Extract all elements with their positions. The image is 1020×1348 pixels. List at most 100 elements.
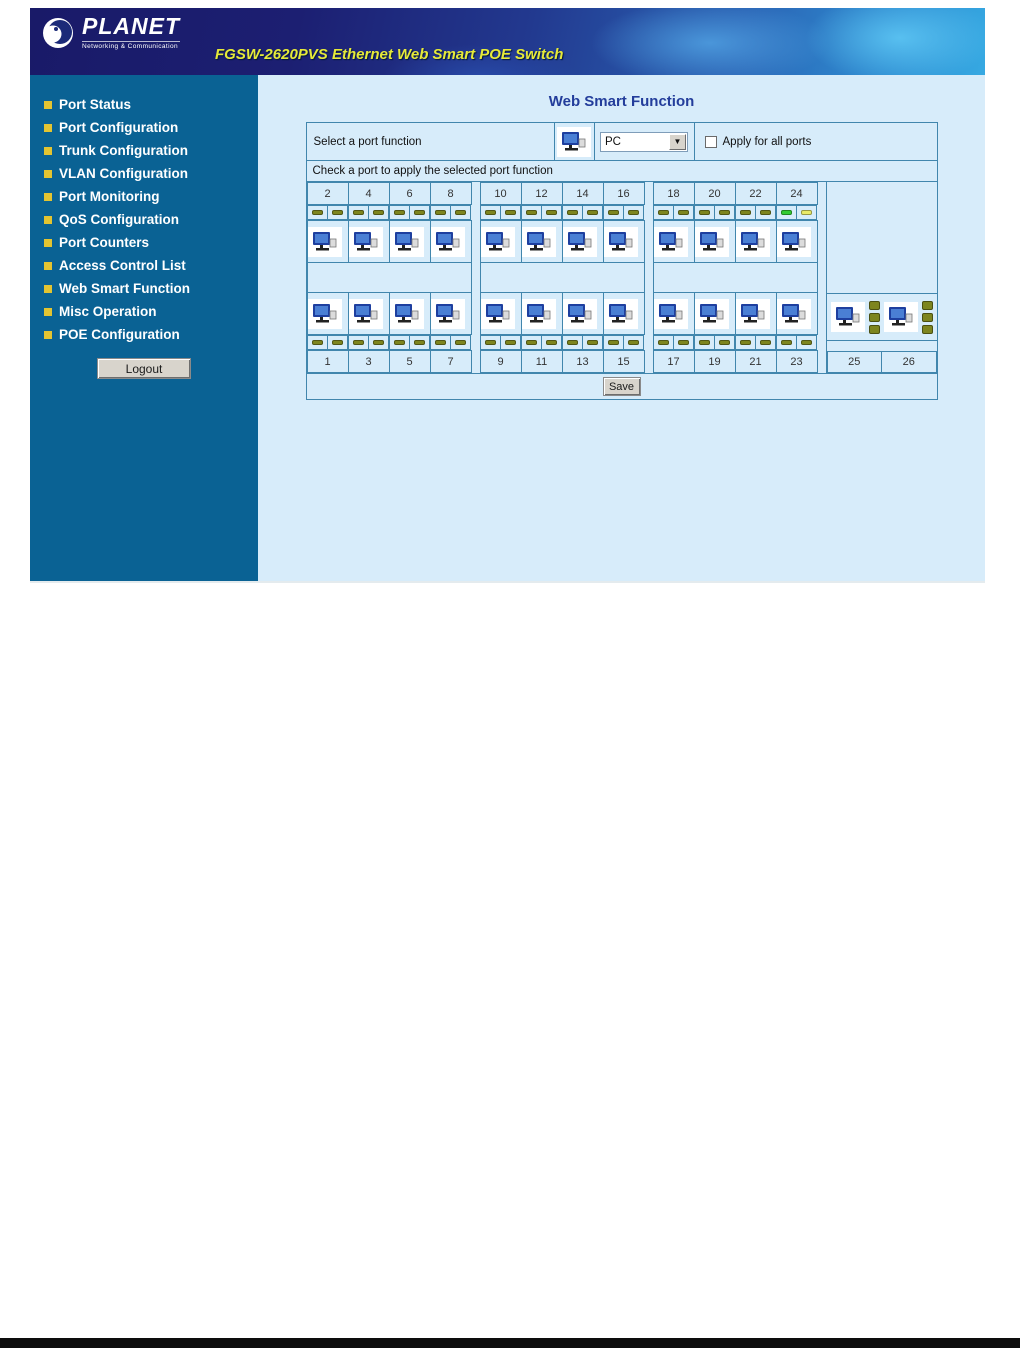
function-select-row: Select a port function PC ▼ Apply for al… [306,123,937,161]
port-22-leds [735,205,776,221]
led-indicator [740,210,751,215]
port-3-led-2-icon [368,335,389,350]
sidebar-item-misc-operation[interactable]: Misc Operation [30,300,258,323]
port-15-pc-icon[interactable] [603,298,638,329]
led-indicator [435,210,446,215]
port-function-select[interactable]: PC ▼ [600,131,688,152]
port-24-led-2-icon [796,205,817,220]
port-18-label: 18 [652,182,695,205]
sidebar-item-vlan-configuration[interactable]: VLAN Configuration [30,162,258,185]
chevron-down-icon[interactable]: ▼ [669,133,686,150]
sidebar-item-poe-configuration[interactable]: POE Configuration [30,323,258,346]
sidebar-item-trunk-configuration[interactable]: Trunk Configuration [30,139,258,162]
port-12-cell [520,220,563,263]
port-26-pc-icon[interactable] [883,302,918,332]
sidebar-item-web-smart-function[interactable]: Web Smart Function [30,277,258,300]
sidebar-item-access-control-list[interactable]: Access Control List [30,254,258,277]
port-10-pc-icon[interactable] [480,226,515,257]
port-24-pc-icon[interactable] [776,226,811,257]
port-7-cell [429,292,472,335]
led-indicator [699,210,710,215]
planet-globe-icon [43,18,73,48]
apply-all-checkbox[interactable] [704,135,717,148]
port-23-pc-icon[interactable] [776,298,811,329]
led-indicator [658,210,669,215]
port-26-led-1-icon [921,300,933,310]
port-7-led-2-icon [450,335,471,350]
port-25-pc-icon[interactable] [830,302,865,332]
port-6-pc-icon[interactable] [389,226,424,257]
port-19-label: 19 [693,350,736,373]
port-9-leds [480,335,521,351]
port-9-pc-icon[interactable] [480,298,515,329]
port-11-pc-icon[interactable] [521,298,556,329]
port-19-pc-icon[interactable] [694,298,729,329]
port-26-unit [883,300,933,334]
port-6-label: 6 [388,182,431,205]
function-select-cell: PC ▼ [595,123,695,160]
logout-button[interactable]: Logout [97,358,191,379]
port-25-led-1-icon [868,300,880,310]
save-button[interactable]: Save [602,377,641,396]
port-17-led-2-icon [673,335,694,350]
led-indicator [658,340,669,345]
port-3-leds [348,335,389,351]
led-indicator [312,340,323,345]
port-21-pc-icon[interactable] [735,298,770,329]
port-17-led-1-icon [653,335,674,350]
port-22-pc-icon[interactable] [735,226,770,257]
port-8-leds [430,205,471,221]
port-grid: 2 4 6 8 1 3 5 7 10 12 14 16 9 11 13 15 18 20 22 24 17 19 21 23 2… [306,182,937,373]
sidebar-item-port-configuration[interactable]: Port Configuration [30,116,258,139]
header-map-art [765,8,985,75]
led-indicator [332,340,343,345]
port-10-leds [480,205,521,221]
page-title: Web Smart Function [548,93,695,110]
switch-web-ui-window: PLANET Networking & Communication FGSW-2… [30,8,985,583]
port-16-pc-icon[interactable] [603,226,638,257]
led-indicator [567,340,578,345]
led-indicator [801,210,812,215]
device-title: FGSW-2620PVS Ethernet Web Smart POE Swit… [215,46,564,63]
port-1-cell [306,292,349,335]
port-17-pc-icon[interactable] [653,298,688,329]
port-18-led-2-icon [673,205,694,220]
port-17-cell [652,292,695,335]
port-25-label: 25 [826,351,882,373]
port-1-pc-icon[interactable] [307,298,342,329]
port-11-cell [520,292,563,335]
port-4-pc-icon[interactable] [348,226,383,257]
port-22-led-1-icon [735,205,756,220]
led-indicator [781,340,792,345]
port-7-pc-icon[interactable] [430,298,465,329]
port-13-pc-icon[interactable] [562,298,597,329]
port-25-unit [830,300,880,334]
port-7-led-1-icon [430,335,451,350]
port-12-pc-icon[interactable] [521,226,556,257]
port-20-pc-icon[interactable] [694,226,729,257]
bullet-icon [44,169,52,178]
port-23-cell [775,292,818,335]
sidebar-item-port-monitoring[interactable]: Port Monitoring [30,185,258,208]
port-15-label: 15 [602,350,645,373]
led-indicator [628,210,639,215]
port-14-pc-icon[interactable] [562,226,597,257]
port-16-cell [602,220,645,263]
uplink-units [826,293,937,341]
port-18-led-1-icon [653,205,674,220]
port-2-pc-icon[interactable] [307,226,342,257]
group-gap [306,262,472,293]
port-18-leds [653,205,694,221]
led-indicator [719,340,730,345]
port-22-led-2-icon [755,205,776,220]
port-8-pc-icon[interactable] [430,226,465,257]
sidebar-item-port-status[interactable]: Port Status [30,93,258,116]
port-25-leds [868,300,880,334]
port-18-pc-icon[interactable] [653,226,688,257]
port-3-pc-icon[interactable] [348,298,383,329]
sidebar-item-qos-configuration[interactable]: QoS Configuration [30,208,258,231]
port-1-label: 1 [306,350,349,373]
port-11-label: 11 [520,350,563,373]
sidebar-item-port-counters[interactable]: Port Counters [30,231,258,254]
port-5-pc-icon[interactable] [389,298,424,329]
